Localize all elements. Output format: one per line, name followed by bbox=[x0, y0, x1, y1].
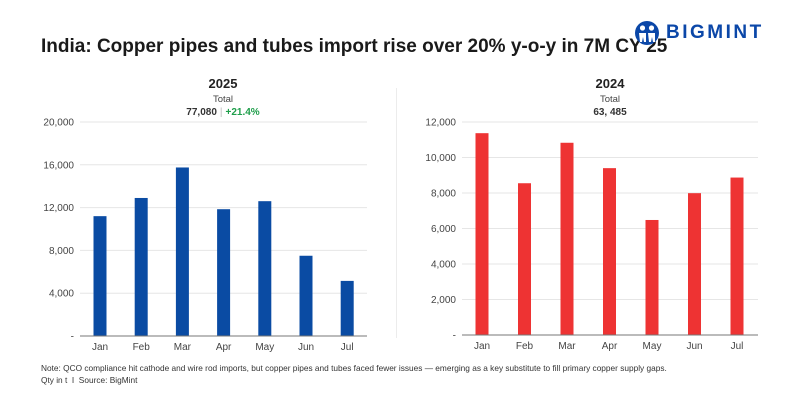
bigmint-logo: BIGMINT bbox=[634, 20, 764, 46]
chart-2025-total-line: 77,080 | +21.4% bbox=[123, 107, 323, 118]
bar-may bbox=[258, 201, 272, 336]
x-tick-label: Jan bbox=[474, 341, 490, 352]
chart-2025: - 4,000 8,000 12,000 16,000 20,000 Jan Feb Mar Ap… bbox=[43, 118, 367, 353]
bar-jul bbox=[730, 177, 744, 335]
chart-2024-total: 63, 485 bbox=[593, 107, 627, 118]
bar-apr bbox=[217, 209, 231, 336]
y-tick-label: 12,000 bbox=[425, 118, 456, 129]
chart-2025-change: +21.4% bbox=[225, 107, 260, 118]
bar-feb bbox=[134, 197, 148, 336]
y-tick-label: 12,000 bbox=[43, 203, 74, 214]
y-tick-label: - bbox=[71, 332, 74, 343]
source-note: Qty in t I Source: BigMint bbox=[41, 375, 138, 385]
footnote: Note: QCO compliance hit cathode and wir… bbox=[41, 363, 667, 373]
bar-jun bbox=[688, 193, 701, 335]
chart-2025-title: 2025 bbox=[208, 76, 238, 91]
chart-2025-total: 77,080 bbox=[186, 107, 217, 118]
y-tick-label: 20,000 bbox=[43, 118, 74, 129]
x-tick-label: Feb bbox=[133, 342, 151, 353]
bar-apr bbox=[603, 168, 616, 335]
chart-2024-total-label: Total bbox=[599, 94, 621, 105]
x-tick-label: Mar bbox=[558, 341, 576, 352]
chart-2024: - 2,000 4,000 6,000 8,000 10,000 12,000 Jan Feb M… bbox=[425, 118, 758, 352]
x-tick-label: Apr bbox=[602, 341, 618, 352]
y-tick-label: 2,000 bbox=[431, 295, 456, 306]
x-tick-label: May bbox=[255, 342, 274, 353]
bar-jan bbox=[475, 133, 489, 335]
x-tick-label: Jan bbox=[92, 342, 108, 353]
bar-mar bbox=[560, 142, 574, 335]
y-tick-label: 8,000 bbox=[49, 246, 74, 257]
bar-jun bbox=[299, 255, 313, 336]
bar-jan bbox=[93, 216, 107, 336]
bigmint-logo-icon bbox=[635, 21, 659, 45]
separator: | bbox=[219, 107, 223, 118]
x-tick-label: May bbox=[643, 341, 662, 352]
chart-2025-total-label: Total bbox=[212, 94, 234, 105]
y-tick-label: 4,000 bbox=[49, 289, 74, 300]
y-tick-label: 10,000 bbox=[425, 153, 456, 164]
chart-2024-title: 2024 bbox=[595, 76, 625, 91]
y-tick-label: 4,000 bbox=[431, 260, 456, 271]
bar-jul bbox=[340, 280, 354, 336]
x-tick-label: Apr bbox=[216, 342, 232, 353]
x-tick-label: Jun bbox=[686, 341, 702, 352]
panel-divider bbox=[396, 88, 397, 338]
x-tick-label: Jun bbox=[298, 342, 314, 353]
x-tick-label: Mar bbox=[174, 342, 192, 353]
page-title: India: Copper pipes and tubes import ris… bbox=[41, 36, 668, 57]
x-tick-label: Feb bbox=[516, 341, 534, 352]
y-tick-label: - bbox=[453, 331, 456, 342]
bar-mar bbox=[175, 167, 189, 336]
y-tick-label: 6,000 bbox=[431, 224, 456, 235]
y-tick-label: 8,000 bbox=[431, 189, 456, 200]
y-tick-label: 16,000 bbox=[43, 160, 74, 171]
logo-text: BIGMINT bbox=[666, 22, 764, 43]
bar-feb bbox=[518, 183, 531, 335]
x-tick-label: Jul bbox=[731, 341, 744, 352]
bar-may bbox=[645, 219, 659, 335]
x-tick-label: Jul bbox=[341, 342, 354, 353]
